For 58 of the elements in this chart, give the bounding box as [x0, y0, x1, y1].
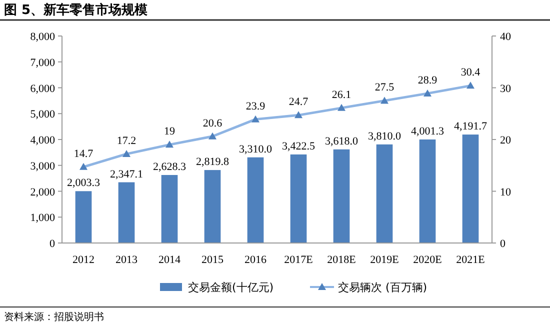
chart-title: 图 5、新车零售市场规模 [4, 2, 148, 18]
bar [204, 170, 221, 243]
data-label: 17.2 [116, 134, 136, 147]
data-label: 2,003.3 [67, 177, 100, 190]
x-tick-label: 2019E [370, 254, 400, 266]
data-label: 3,310.0 [239, 143, 272, 156]
data-label: 20.6 [202, 117, 223, 130]
data-label: 27.5 [374, 82, 395, 94]
bar [419, 139, 436, 243]
x-tick-label: 2018E [327, 254, 356, 266]
y-tick-label: 6,000 [30, 82, 56, 95]
y-tick-label: 1,000 [30, 212, 56, 224]
x-tick-label: 2015 [202, 254, 224, 266]
x-tick-label: 2020E [413, 254, 442, 266]
y-tick-label: 2,000 [30, 186, 56, 198]
legend-label: 交易辆次 (百万辆) [338, 281, 428, 294]
data-label: 3,422.5 [282, 140, 316, 152]
y2-tick-label: 30 [500, 82, 512, 95]
x-tick-label: 2012 [72, 254, 94, 266]
y-tick-label: 4,000 [30, 134, 56, 146]
bar [290, 154, 307, 243]
data-label: 2,819.8 [196, 156, 230, 168]
legend-label: 交易金额(十亿元) [188, 281, 274, 294]
y2-tick-label: 40 [500, 31, 512, 43]
data-label: 3,810.0 [368, 130, 402, 142]
y2-tick-label: 20 [500, 134, 512, 146]
data-label: 3,618.0 [325, 135, 358, 148]
data-label: 26.1 [332, 88, 352, 101]
x-tick-label: 2021E [456, 254, 486, 266]
data-label: 23.9 [246, 100, 266, 112]
bar [247, 157, 264, 243]
x-tick-label: 2016 [244, 254, 267, 266]
y-tick-label: 7,000 [30, 56, 56, 69]
x-tick-label: 2014 [158, 254, 181, 266]
bar [161, 174, 178, 243]
data-label: 2,347.1 [110, 168, 143, 180]
y2-tick-label: 0 [500, 238, 506, 250]
bar [376, 144, 393, 243]
bar [462, 134, 479, 243]
y-tick-label: 5,000 [30, 108, 56, 121]
data-label: 2,628.3 [153, 160, 186, 173]
data-label: 4,001.3 [411, 125, 444, 138]
data-label: 14.7 [74, 148, 94, 160]
data-label: 30.4 [460, 66, 481, 79]
x-tick-label: 2013 [116, 254, 138, 266]
x-tick-label: 2017E [284, 254, 314, 266]
bar [333, 149, 350, 243]
y-tick-label: 3,000 [30, 160, 56, 172]
data-label: 28.9 [418, 74, 438, 86]
data-label: 24.7 [288, 96, 309, 108]
bar [118, 182, 135, 243]
bar [75, 191, 92, 243]
y2-tick-label: 10 [500, 186, 512, 198]
y-tick-label: 0 [50, 238, 56, 250]
text: 资料来源：招股说明书 [4, 311, 104, 323]
y-tick-label: 8,000 [30, 31, 56, 43]
data-label: 4,191.7 [454, 120, 488, 133]
data-label: 19 [164, 126, 176, 138]
